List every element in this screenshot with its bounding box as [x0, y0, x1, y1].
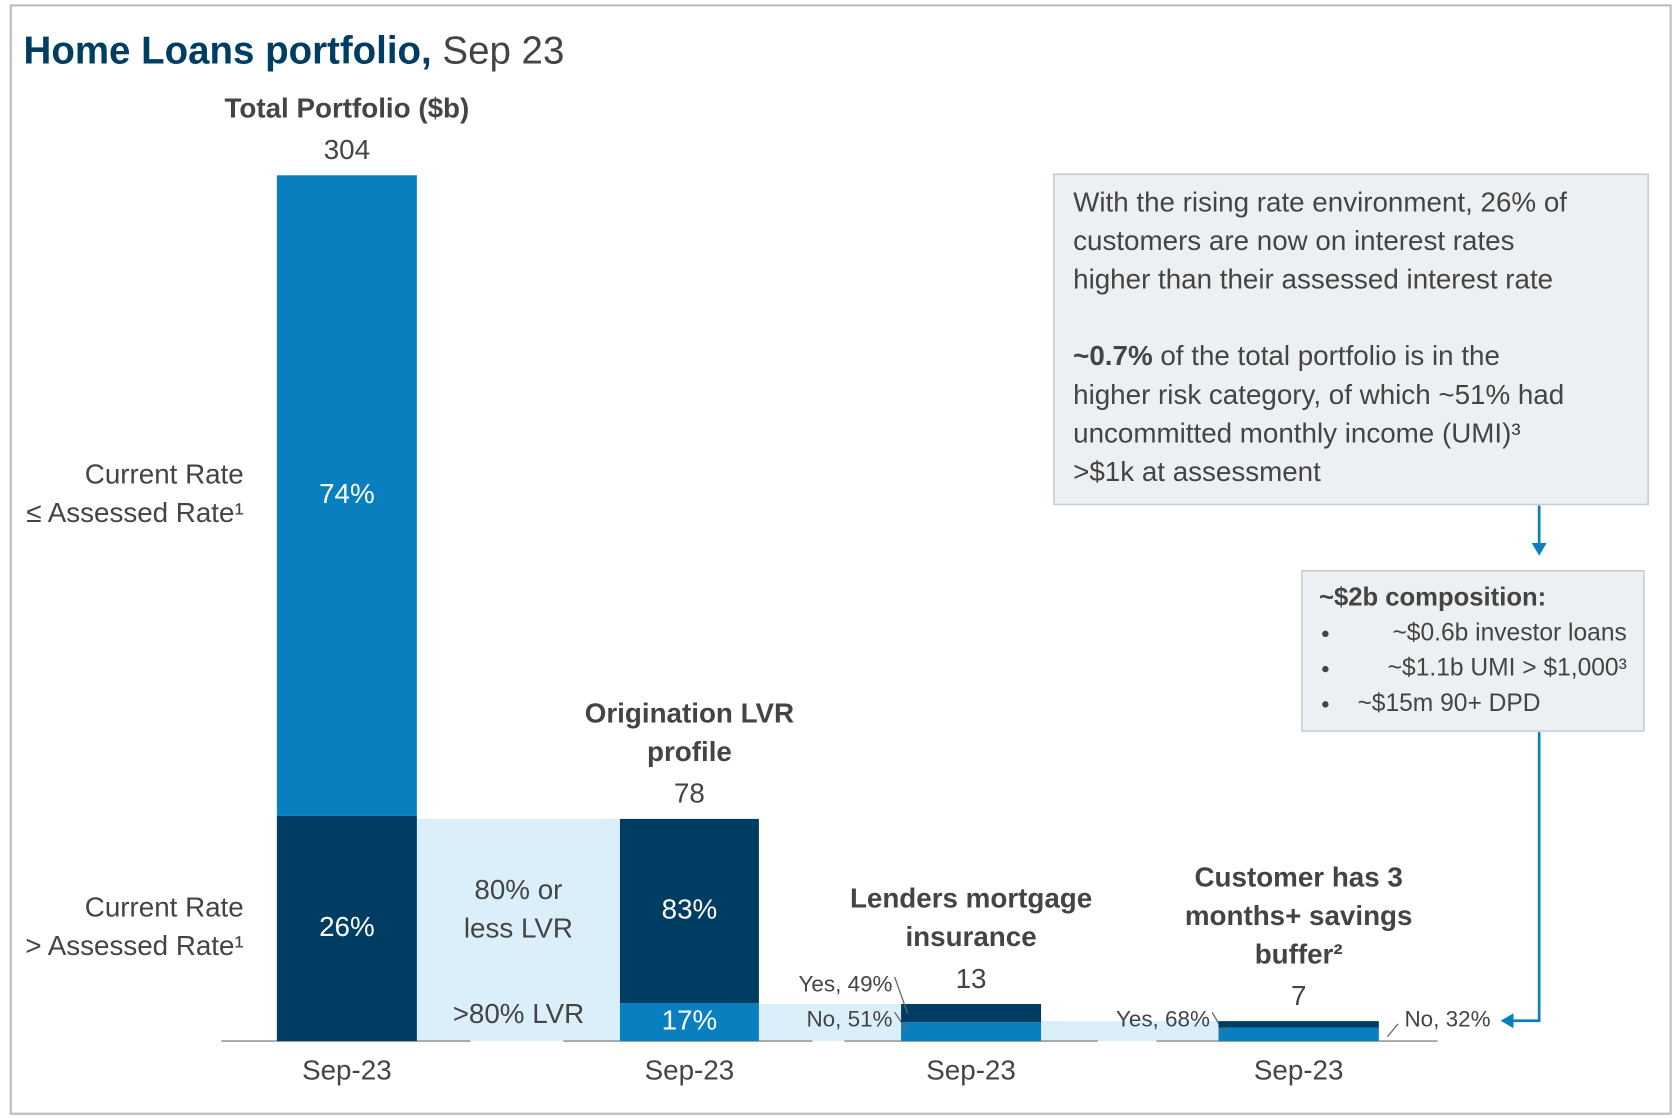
- composition-item: ~$15m 90+ DPD: [1357, 690, 1540, 717]
- segment-name: Current Rate: [85, 459, 244, 490]
- note-line: >$1k at assessment: [1073, 456, 1321, 487]
- segment-label: 26%: [319, 911, 375, 942]
- connector: [758, 1004, 902, 1042]
- bar-segment: [276, 815, 417, 1042]
- composition-title: ~$2b composition:: [1319, 583, 1546, 611]
- segment-name: less LVR: [464, 913, 573, 944]
- bar-title: profile: [647, 736, 732, 767]
- segment-label: 83%: [662, 893, 718, 924]
- bar-segment: [276, 175, 417, 816]
- composition-item: ~$0.6b investor loans: [1392, 619, 1626, 646]
- segment-label: No, 32%: [1404, 1007, 1490, 1032]
- bullet: [1322, 630, 1329, 638]
- note-line: customers are now on interest rates: [1073, 225, 1514, 256]
- segment-name: > Assessed Rate¹: [25, 930, 243, 961]
- bar-segment: [619, 818, 759, 1004]
- note-line: higher than their assessed interest rate: [1073, 263, 1553, 294]
- bar-title: months+ savings: [1185, 900, 1413, 931]
- note-line: higher risk category, of which ~51% had: [1073, 379, 1564, 410]
- chart-title: Home Loans portfolio,: [24, 30, 432, 73]
- bar-title: Lenders mortgage: [850, 883, 1092, 914]
- bar-segment: [1218, 1027, 1379, 1042]
- bar-title: buffer²: [1255, 938, 1343, 969]
- composition-box: [1301, 569, 1645, 732]
- bar-segment: [901, 1004, 1042, 1023]
- arrow: [1509, 732, 1541, 1023]
- note-bold: ~0.7%: [1073, 340, 1153, 371]
- arrow-head: [1531, 542, 1547, 556]
- bar-segment: [619, 1003, 759, 1042]
- total-label: 78: [674, 778, 705, 809]
- segment-label: 74%: [319, 478, 375, 509]
- bullet: [1322, 701, 1329, 708]
- note-text: of the total portfolio is in the: [1153, 340, 1500, 371]
- x-tick-label: Sep-23: [645, 1054, 735, 1085]
- bullet: [1322, 665, 1329, 673]
- connectors: [416, 818, 1219, 1042]
- x-tick-label: Sep-23: [1254, 1054, 1344, 1085]
- composition-item: ~$1.1b UMI > $1,000³: [1388, 655, 1627, 682]
- bars: 26% Current Rate > Assessed Rate¹ 74% Curren…: [25, 92, 1490, 1085]
- connector: [1041, 1021, 1219, 1042]
- segment-name: >80% LVR: [453, 998, 584, 1029]
- total-label: 304: [324, 134, 370, 165]
- arrow-head: [1500, 1013, 1514, 1029]
- segment-name: Current Rate: [85, 892, 244, 923]
- x-tick-label: Sep-23: [926, 1054, 1016, 1085]
- segment-label: Yes, 49%: [799, 971, 893, 996]
- segment-label: No, 51%: [806, 1007, 892, 1032]
- bar-segment: [901, 1022, 1042, 1042]
- chart-subtitle: Sep 23: [442, 30, 564, 73]
- total-label: 13: [956, 963, 987, 994]
- bar-title: Customer has 3: [1195, 861, 1403, 892]
- note-line: uncommitted monthly income (UMI)³: [1073, 417, 1520, 448]
- bar-segment: [1218, 1021, 1379, 1028]
- connector: [416, 818, 620, 1042]
- frame: [9, 4, 1672, 1115]
- bar-title: insurance: [905, 921, 1036, 952]
- segment-name: 80% or: [474, 874, 562, 905]
- note-box: [1053, 173, 1649, 506]
- leader-line: [894, 976, 909, 1014]
- bar-title: Total Portfolio ($b): [225, 92, 470, 123]
- segment-name: ≤ Assessed Rate¹: [26, 497, 243, 528]
- segment-label: 17%: [662, 1005, 718, 1036]
- x-tick-label: Sep-23: [302, 1054, 392, 1085]
- segment-label: Yes, 68%: [1116, 1007, 1210, 1032]
- total-label: 7: [1291, 980, 1306, 1011]
- bar-title: Origination LVR: [585, 698, 794, 729]
- chart-title-line: Home Loans portfolio, Sep 23: [24, 30, 565, 73]
- note-line: With the rising rate environment, 26% of: [1073, 186, 1567, 217]
- note-line: ~0.7% of the total portfolio is in the: [1073, 340, 1500, 371]
- leader-line: [1386, 1023, 1399, 1038]
